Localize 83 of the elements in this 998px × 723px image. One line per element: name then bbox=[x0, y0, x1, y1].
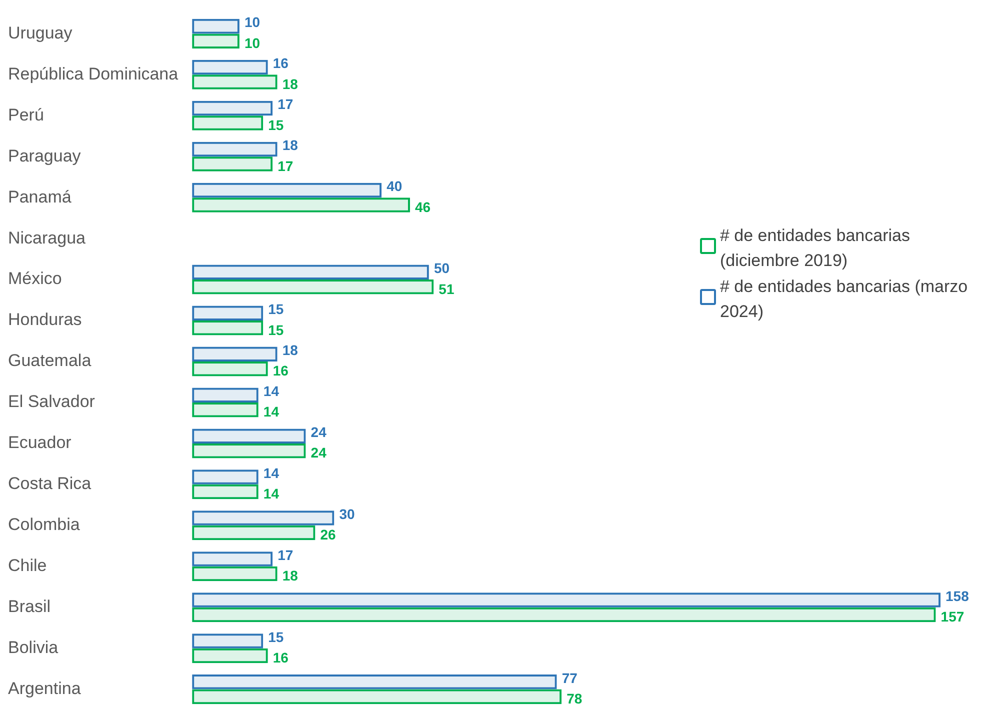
bar bbox=[192, 182, 382, 198]
bar bbox=[192, 634, 264, 648]
y-tick-label: México bbox=[8, 269, 62, 288]
data-label: 10 bbox=[244, 14, 260, 30]
data-label: 15 bbox=[268, 116, 284, 133]
y-tick-label: Perú bbox=[8, 105, 44, 124]
data-label: 26 bbox=[320, 526, 336, 543]
bar bbox=[192, 592, 941, 608]
data-label: 46 bbox=[414, 198, 431, 215]
bar bbox=[192, 428, 306, 444]
bar bbox=[192, 525, 316, 540]
bar bbox=[192, 346, 278, 362]
data-label: 17 bbox=[278, 158, 294, 174]
bar bbox=[192, 402, 258, 418]
data-label: 51 bbox=[438, 280, 454, 297]
bar bbox=[192, 116, 264, 130]
y-tick-label: Ecuador bbox=[8, 433, 72, 452]
bar bbox=[192, 306, 264, 321]
bar bbox=[192, 362, 268, 376]
bar bbox=[192, 607, 936, 622]
bar bbox=[192, 142, 278, 157]
y-tick-label: Colombia bbox=[8, 515, 80, 534]
data-label: 14 bbox=[263, 464, 280, 481]
y-tick-label: Brasil bbox=[8, 597, 51, 616]
bar bbox=[192, 689, 562, 704]
data-label: 18 bbox=[282, 137, 298, 154]
data-label: 14 bbox=[263, 382, 280, 399]
data-label: 77 bbox=[562, 670, 578, 686]
y-tick-label: Chile bbox=[8, 556, 47, 576]
data-label: 157 bbox=[940, 608, 964, 625]
data-label: 24 bbox=[310, 444, 327, 461]
bar bbox=[192, 100, 273, 116]
bar bbox=[192, 552, 273, 566]
y-tick-label: Argentina bbox=[8, 679, 82, 698]
data-label: 40 bbox=[386, 178, 402, 194]
data-label: 30 bbox=[339, 506, 355, 522]
bar bbox=[192, 156, 273, 172]
data-label: 78 bbox=[566, 690, 582, 707]
bar bbox=[192, 484, 258, 500]
data-label: 18 bbox=[282, 568, 298, 584]
bar bbox=[192, 510, 334, 526]
bar bbox=[192, 264, 429, 280]
y-tick-label: Guatemala bbox=[8, 351, 92, 370]
bar bbox=[192, 648, 268, 664]
bar bbox=[192, 280, 434, 294]
bar bbox=[192, 388, 258, 402]
bar bbox=[192, 74, 278, 90]
bar bbox=[192, 470, 258, 484]
data-label: 10 bbox=[244, 34, 260, 51]
data-label: 15 bbox=[268, 628, 284, 645]
data-label: 18 bbox=[282, 76, 298, 92]
data-label: 15 bbox=[268, 322, 284, 338]
y-tick-label: República Dominicana bbox=[8, 64, 179, 84]
bar bbox=[192, 18, 240, 34]
data-label: 158 bbox=[946, 588, 970, 604]
y-tick-label: El Salvador bbox=[8, 392, 96, 412]
bar bbox=[192, 674, 557, 690]
legend-label: # de entidades bancarias (marzo 2024) bbox=[720, 276, 969, 323]
bar bbox=[192, 443, 306, 458]
y-tick-label: Uruguay bbox=[8, 23, 73, 42]
data-label: 14 bbox=[263, 404, 280, 420]
bar bbox=[192, 566, 278, 582]
data-label: 15 bbox=[268, 301, 284, 318]
data-label: 17 bbox=[278, 546, 294, 563]
legend-label: # de entidades bancarias (diciembre 2019) bbox=[720, 225, 911, 272]
data-label: 16 bbox=[272, 362, 289, 379]
y-tick-label: Panamá bbox=[8, 187, 72, 206]
data-label: 24 bbox=[310, 424, 327, 440]
y-tick-label: Honduras bbox=[8, 310, 82, 330]
bar bbox=[192, 198, 410, 212]
bar bbox=[192, 320, 264, 336]
y-tick-label: Nicaragua bbox=[8, 228, 86, 248]
bar bbox=[192, 60, 268, 75]
data-label: 50 bbox=[434, 260, 450, 276]
y-tick-label: Paraguay bbox=[8, 146, 82, 166]
bar bbox=[192, 34, 240, 48]
data-label: 17 bbox=[278, 96, 294, 112]
data-label: 16 bbox=[272, 650, 289, 666]
data-label: 14 bbox=[263, 486, 280, 502]
y-tick-label: Bolivia bbox=[8, 638, 59, 658]
data-label: 16 bbox=[272, 55, 289, 72]
data-label: 18 bbox=[282, 342, 298, 358]
y-tick-label: Costa Rica bbox=[8, 474, 92, 494]
